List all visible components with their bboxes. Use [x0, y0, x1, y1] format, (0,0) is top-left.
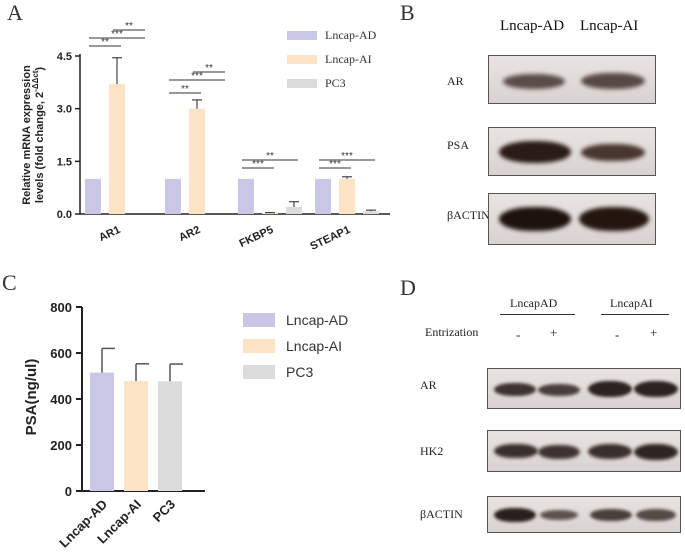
blot-d-row-label-ar: AR — [420, 378, 437, 392]
chart-c-ytick-label-4: 800 — [50, 300, 72, 315]
chart-a-bar-ar2-1 — [189, 108, 205, 214]
chart-a-sig-mark-2-0: *** — [252, 159, 264, 170]
chart-a-bar-steap1-1 — [339, 178, 355, 214]
chart-a-xtick-label-2: FKBP5 — [238, 224, 276, 250]
chart-a-ytick-label-0: 0.0 — [57, 209, 72, 221]
blot-d-strip-ar — [487, 368, 681, 409]
chart-c-ylabel: PSA(ng/ul) — [23, 359, 40, 436]
chart-c-ytick-label-3: 600 — [50, 346, 72, 361]
blot-d-row-label-hk2: HK2 — [420, 444, 444, 458]
chart-a-bar-fkbp5-0 — [238, 178, 254, 214]
chart-c-legend-label-2: PC3 — [286, 364, 313, 380]
chart-a-legend-swatch-1 — [287, 55, 317, 64]
chart-a-legend-label-0: Lncap-AD — [325, 28, 377, 42]
chart-c-ytick-label-2: 400 — [50, 392, 72, 407]
blot-b-header-lncap-ad: Lncap-AD — [500, 18, 565, 34]
chart-a-legend-label-2: PC3 — [325, 76, 346, 90]
blot-b-strip-psa — [488, 127, 656, 176]
blot-b-band-ar-2 — [581, 73, 645, 89]
chart-a-legend-label-1: Lncap-AI — [325, 52, 372, 66]
chart-c-legend-swatch-0 — [243, 313, 275, 327]
chart-a-mrna-expression: 0.0 1.5 3.0 4.5 Relative mRNA expressionleve… — [21, 21, 390, 253]
chart-c-psa-levels: 0 200 400 600 800 PSA(ng/ul) Lncap-AD Lncap-AI P… — [23, 300, 348, 551]
blot-b-band-ar-1 — [503, 74, 565, 89]
blot-d-sign-3: - — [615, 327, 620, 342]
chart-a-bar-fkbp5-2 — [286, 206, 302, 214]
chart-c-legend-swatch-2 — [243, 365, 275, 379]
blot-d-group-line-ai — [601, 314, 669, 315]
chart-c-bar-2 — [158, 381, 182, 491]
blot-b-header-lncap-ai: Lncap-AI — [580, 18, 639, 34]
panel-letter-b: B — [400, 0, 415, 25]
blot-d-band-ar-4 — [634, 381, 678, 397]
chart-a-bar-ar1-1 — [109, 84, 125, 214]
blot-d-band-ar-2 — [538, 384, 580, 396]
chart-a-xtick-label-1: AR2 — [177, 224, 202, 244]
blot-b-band-psa-1 — [499, 141, 571, 163]
chart-a-ytick-label-1: 1.5 — [57, 156, 72, 168]
chart-a-sig-mark-0-1: *** — [111, 29, 123, 40]
blot-d-strip-bactin — [487, 496, 681, 533]
blot-d-sign-4: + — [650, 325, 658, 340]
chart-a-ytick-label-2: 3.0 — [57, 104, 72, 116]
chart-a-sig-mark-1-2: ** — [205, 63, 213, 74]
blot-d-band-bactin-1 — [494, 508, 536, 522]
blot-d-band-hk2-1 — [494, 444, 538, 458]
blot-b-strip-ar — [488, 55, 656, 104]
chart-c-bar-0 — [90, 372, 114, 491]
blot-d-band-bactin-3 — [590, 509, 632, 521]
blot-b-row-label-ar: AR — [447, 74, 464, 88]
blot-d-treatment-label: Entrization — [425, 325, 479, 339]
chart-a-ytick-label-3: 4.5 — [57, 51, 72, 63]
chart-a-sig-mark-3-0: *** — [329, 159, 341, 170]
chart-a-sig-mark-0-2: ** — [125, 21, 133, 32]
blot-b-row-label-psa: PSA — [447, 138, 470, 152]
blot-d-strip-hk2 — [487, 430, 681, 472]
blot-d-band-hk2-4 — [634, 444, 678, 460]
chart-a-bar-steap1-2 — [363, 211, 379, 214]
blot-d-band-bactin-4 — [636, 509, 676, 521]
blot-d-sign-2: + — [550, 325, 558, 340]
chart-a-bar-ar1-0 — [85, 178, 101, 214]
panel-letter-d: D — [400, 275, 416, 300]
blot-b-band-bactin-1 — [499, 207, 571, 231]
chart-a-bar-steap1-0 — [315, 178, 331, 214]
blot-d-band-hk2-2 — [538, 445, 580, 459]
chart-a-ylabel: Relative mRNA expressionlevels (fold cha… — [21, 65, 46, 205]
chart-a-sig-mark-3-1: *** — [341, 151, 353, 162]
chart-a-sig-mark-2-1: ** — [266, 151, 274, 162]
panel-letter-a: A — [7, 0, 23, 25]
chart-a-xtick-label-3: STEAP1 — [308, 224, 352, 253]
blot-b-band-psa-2 — [581, 144, 645, 161]
blot-d-band-ar-1 — [494, 383, 536, 396]
chart-a-sig-mark-1-0: ** — [181, 84, 189, 95]
chart-a-bar-fkbp5-1 — [262, 212, 278, 214]
blot-b-band-bactin-2 — [579, 207, 649, 231]
panel-letter-c: C — [2, 270, 17, 295]
chart-a-legend-swatch-2 — [287, 79, 317, 88]
blot-d-band-ar-3 — [588, 381, 632, 397]
chart-a-legend-swatch-0 — [287, 31, 317, 40]
blot-d-group-lncap-ai: LncapAI — [610, 296, 653, 310]
blot-d-group-lncap-ad: LncapAD — [510, 296, 558, 310]
blot-d-group-line-ad — [500, 314, 575, 315]
chart-a-sig-mark-0-0: ** — [101, 37, 109, 48]
chart-c-legend-label-0: Lncap-AD — [286, 312, 348, 328]
chart-c-bar-1 — [124, 381, 148, 491]
blot-d-band-hk2-3 — [588, 444, 632, 459]
chart-c-xtick-label-2: PC3 — [150, 497, 178, 525]
chart-c-ytick-label-1: 200 — [50, 438, 72, 453]
blot-d-sign-1: - — [516, 327, 521, 342]
chart-c-legend-swatch-1 — [243, 339, 275, 353]
chart-a-sig-mark-1-1: *** — [191, 71, 203, 82]
chart-c-legend-label-1: Lncap-AI — [286, 338, 342, 354]
blot-d-row-label-bactin: βACTIN — [420, 507, 463, 521]
blot-b-row-label-bactin: βACTIN — [447, 208, 490, 222]
chart-c-ytick-label-0: 0 — [65, 484, 72, 499]
chart-a-bar-ar2-0 — [165, 178, 181, 214]
chart-a-xtick-label-0: AR1 — [97, 224, 122, 244]
blot-d-band-bactin-2 — [540, 510, 578, 520]
blot-b-strip-bactin — [488, 193, 656, 245]
